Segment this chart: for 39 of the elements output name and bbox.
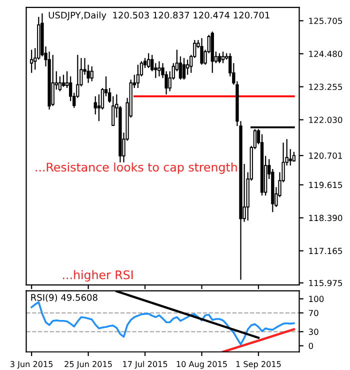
annotation: ...higher RSI bbox=[63, 270, 133, 282]
y-tick-label: 123.255 bbox=[309, 84, 342, 90]
chart-title: RSI(9) 49.5608 bbox=[31, 294, 98, 302]
line-series bbox=[30, 301, 295, 346]
y-tick-label: 0 bbox=[308, 342, 314, 350]
candlestick bbox=[58, 76, 62, 92]
annotation: ...Resistance looks to cap strength bbox=[36, 162, 237, 174]
x-tick-label: 10 Aug 2015 bbox=[176, 361, 227, 369]
candlestick bbox=[90, 66, 94, 82]
candlestick bbox=[218, 52, 222, 64]
candlestick bbox=[146, 52, 150, 69]
y-tick-label: 124.480 bbox=[309, 50, 342, 58]
y-tick-label: 70 bbox=[308, 310, 318, 316]
candlestick bbox=[154, 62, 158, 79]
y-tick-label: 118.390 bbox=[309, 214, 342, 222]
x-tick-label: 25 Jun 2015 bbox=[64, 361, 112, 369]
candlestick bbox=[30, 49, 34, 74]
chart-title: USDJPY,Daily 120.503 120.837 120.474 120.701 bbox=[48, 12, 270, 20]
y-tick-label: 119.615 bbox=[309, 182, 342, 188]
candlestick bbox=[158, 60, 161, 77]
x-tick-label: 1 Sep 2015 bbox=[236, 361, 281, 369]
x-tick-label: 3 Jun 2015 bbox=[10, 361, 53, 369]
candlestick bbox=[182, 57, 186, 80]
candlestick bbox=[112, 96, 115, 126]
y-tick-label: 30 bbox=[308, 328, 318, 335]
x-tick-label: 17 Jul 2015 bbox=[123, 360, 168, 369]
y-tick-label: 115.975 bbox=[309, 280, 342, 286]
y-tick-label: 120.701 bbox=[309, 152, 342, 159]
y-tick-label: 100 bbox=[309, 296, 324, 302]
candlestick bbox=[200, 38, 204, 66]
candlestick bbox=[288, 148, 292, 166]
y-tick-label: 122.030 bbox=[309, 116, 342, 124]
candlestick bbox=[62, 74, 66, 88]
y-tick-label: 117.165 bbox=[309, 248, 342, 254]
y-tick-label: 125.705 bbox=[309, 18, 342, 24]
candlestick bbox=[51, 54, 54, 107]
candlestick bbox=[136, 64, 140, 89]
candlestick bbox=[221, 51, 225, 64]
candlestick bbox=[186, 59, 190, 76]
